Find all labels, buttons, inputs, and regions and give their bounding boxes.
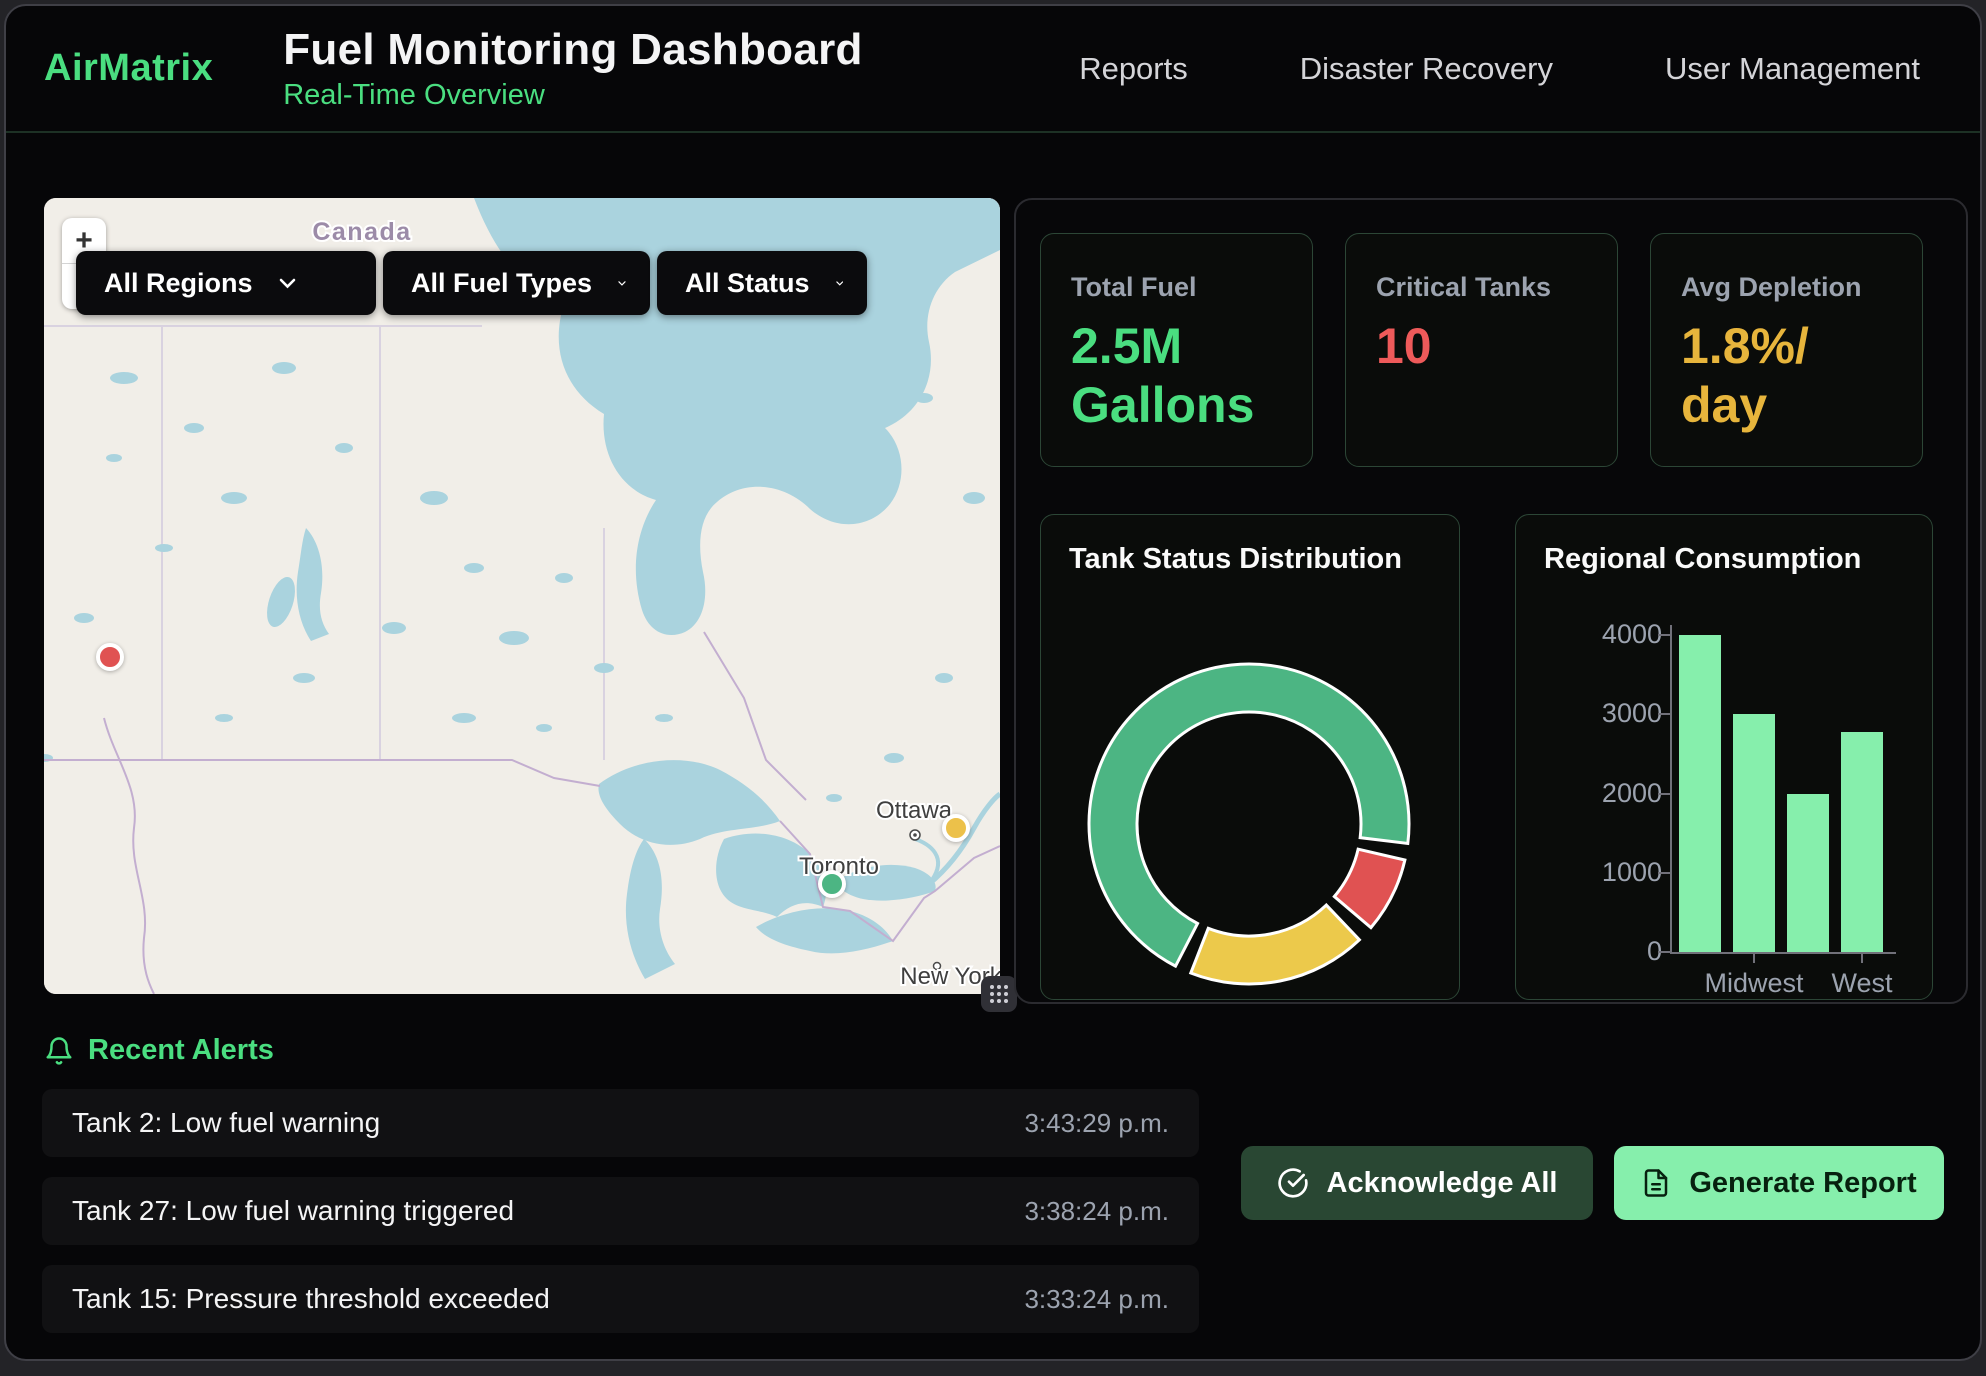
alert-timestamp: 3:33:24 p.m. <box>1024 1284 1169 1315</box>
metrics-panel: Total Fuel 2.5MGallons Critical Tanks 10 Avg… <box>1014 198 1968 1004</box>
tank-status-chart-card: Tank Status Distribution <box>1040 514 1460 1000</box>
bar-region-1 <box>1733 714 1775 952</box>
chevron-down-icon <box>618 278 626 289</box>
filter-selected-value: All Status <box>685 268 810 299</box>
generate-report-label: Generate Report <box>1689 1167 1916 1200</box>
alert-row[interactable]: Tank 15: Pressure threshold exceeded 3:33… <box>42 1265 1199 1333</box>
acknowledge-all-label: Acknowledge All <box>1327 1167 1558 1200</box>
donut-segment-critical <box>1334 849 1405 927</box>
map-panel[interactable]: CanadaOttawaTorontoNew York + − All Regi… <box>44 198 1000 994</box>
stat-label: Avg Depletion <box>1681 272 1892 303</box>
donut-segment-warning <box>1191 905 1360 984</box>
alert-message: Tank 15: Pressure threshold exceeded <box>72 1283 550 1315</box>
bar-region-0 <box>1679 635 1721 952</box>
page-subtitle: Real-Time Overview <box>283 79 862 112</box>
y-tick-label: 4000 <box>1516 619 1662 650</box>
alerts-heading: Recent Alerts <box>44 1034 274 1067</box>
bell-icon <box>44 1035 74 1067</box>
y-tick-mark <box>1658 793 1670 795</box>
nav-reports[interactable]: Reports <box>1079 51 1188 87</box>
stat-card-critical-tanks: Critical Tanks 10 <box>1345 233 1618 467</box>
y-tick-mark <box>1658 713 1670 715</box>
y-tick-label: 2000 <box>1516 778 1662 809</box>
region-filter[interactable]: All Regions <box>76 251 376 315</box>
nav-disaster-recovery[interactable]: Disaster Recovery <box>1300 51 1553 87</box>
stat-value: 1.8%/day <box>1681 317 1892 435</box>
alerts-heading-label: Recent Alerts <box>88 1034 274 1067</box>
bar-region-3 <box>1841 732 1883 952</box>
acknowledge-all-button[interactable]: Acknowledge All <box>1241 1146 1593 1220</box>
x-tick-mark <box>1861 954 1863 963</box>
x-tick-label-west: West <box>1792 968 1932 999</box>
dashboard-card: AirMatrix Fuel Monitoring Dashboard Real… <box>4 4 1982 1361</box>
stat-card-avg-depletion: Avg Depletion 1.8%/day <box>1650 233 1923 467</box>
map-filter-bar: All Regions All Fuel Types All Status <box>76 251 867 315</box>
regional-consumption-bar-chart: 01000200030004000MidwestWest <box>1516 515 1932 999</box>
bar-region-2 <box>1787 794 1829 953</box>
tank-status-donut-chart <box>1041 515 1461 1001</box>
y-axis-line <box>1670 625 1672 954</box>
alert-row[interactable]: Tank 2: Low fuel warning 3:43:29 p.m. <box>42 1089 1199 1157</box>
map-canvas[interactable]: CanadaOttawaTorontoNew York <box>44 198 1000 994</box>
tank-marker-warning[interactable] <box>942 814 970 842</box>
filter-selected-value: All Regions <box>104 268 253 299</box>
tank-marker-normal[interactable] <box>818 870 846 898</box>
page-title: Fuel Monitoring Dashboard <box>283 25 862 75</box>
alert-timestamp: 3:38:24 p.m. <box>1024 1196 1169 1227</box>
status-filter[interactable]: All Status <box>657 251 867 315</box>
stat-label: Total Fuel <box>1071 272 1282 303</box>
chevron-down-icon <box>279 278 296 289</box>
app-logo: AirMatrix <box>44 47 213 90</box>
regional-consumption-chart-card: Regional Consumption 01000200030004000Mi… <box>1515 514 1933 1000</box>
stat-label: Critical Tanks <box>1376 272 1587 303</box>
chevron-down-icon <box>836 278 843 289</box>
nav-user-management[interactable]: User Management <box>1665 51 1920 87</box>
alert-row[interactable]: Tank 27: Low fuel warning triggered 3:38:… <box>42 1177 1199 1245</box>
header: AirMatrix Fuel Monitoring Dashboard Real… <box>6 6 1980 133</box>
y-tick-mark <box>1658 951 1670 953</box>
stat-value: 2.5MGallons <box>1071 317 1282 435</box>
y-tick-mark <box>1658 634 1670 636</box>
resize-grip-icon[interactable] <box>981 976 1017 1012</box>
generate-report-button[interactable]: Generate Report <box>1614 1146 1944 1220</box>
alert-timestamp: 3:43:29 p.m. <box>1024 1108 1169 1139</box>
y-tick-mark <box>1658 872 1670 874</box>
stat-value: 10 <box>1376 317 1587 376</box>
report-document-icon <box>1641 1167 1671 1199</box>
y-tick-label: 0 <box>1516 936 1662 967</box>
check-circle-icon <box>1277 1167 1309 1199</box>
city-label-ottawa: Ottawa <box>876 797 953 824</box>
y-tick-label: 3000 <box>1516 698 1662 729</box>
alert-message: Tank 2: Low fuel warning <box>72 1107 380 1139</box>
filter-selected-value: All Fuel Types <box>411 268 592 299</box>
main-nav: Reports Disaster Recovery User Management <box>1079 51 1920 87</box>
alert-message: Tank 27: Low fuel warning triggered <box>72 1195 514 1227</box>
country-label-canada: Canada <box>312 218 411 246</box>
y-tick-label: 1000 <box>1516 857 1662 888</box>
stat-card-total-fuel: Total Fuel 2.5MGallons <box>1040 233 1313 467</box>
fuel-type-filter[interactable]: All Fuel Types <box>383 251 650 315</box>
tank-marker-critical[interactable] <box>96 643 124 671</box>
donut-chart-title: Tank Status Distribution <box>1069 543 1402 576</box>
x-tick-mark <box>1753 954 1755 963</box>
title-block: Fuel Monitoring Dashboard Real-Time Over… <box>283 25 862 112</box>
